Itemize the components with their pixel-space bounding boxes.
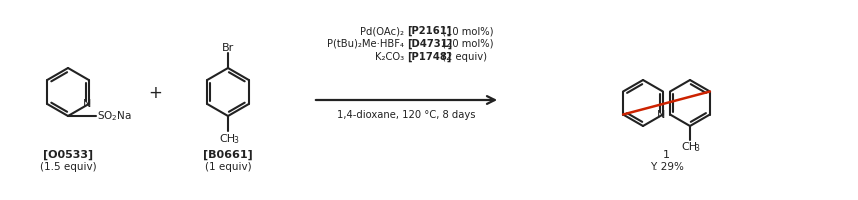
- Text: [P1748]: [P1748]: [407, 52, 451, 62]
- Text: [D4731]: [D4731]: [407, 39, 452, 49]
- Text: CH: CH: [681, 141, 697, 151]
- Text: 1,4-dioxane, 120 °C, 8 days: 1,4-dioxane, 120 °C, 8 days: [337, 109, 475, 119]
- Text: [O0533]: [O0533]: [43, 149, 93, 159]
- Text: Br: Br: [222, 43, 234, 53]
- Text: (10 mol%): (10 mol%): [439, 26, 493, 36]
- Text: P(tBu)₂Me·HBF₄: P(tBu)₂Me·HBF₄: [327, 39, 407, 49]
- Text: (2 equiv): (2 equiv): [439, 52, 487, 62]
- Text: +: +: [148, 84, 162, 101]
- Text: [B0661]: [B0661]: [203, 149, 253, 159]
- Text: 3: 3: [233, 136, 239, 145]
- Text: K₂CO₃: K₂CO₃: [375, 52, 407, 62]
- Text: (1 equiv): (1 equiv): [205, 161, 251, 171]
- Text: Pd(OAc)₂: Pd(OAc)₂: [360, 26, 407, 36]
- Text: 1: 1: [663, 149, 670, 159]
- Text: Y. 29%: Y. 29%: [650, 161, 684, 171]
- Text: 3: 3: [695, 144, 699, 153]
- Text: SO$_2$Na: SO$_2$Na: [97, 109, 132, 122]
- Text: N: N: [82, 99, 91, 108]
- Text: [P2161]: [P2161]: [407, 26, 451, 36]
- Text: N: N: [656, 109, 665, 119]
- Text: (1.5 equiv): (1.5 equiv): [39, 161, 96, 171]
- Text: CH: CH: [219, 133, 235, 143]
- Text: (20 mol%): (20 mol%): [439, 39, 493, 49]
